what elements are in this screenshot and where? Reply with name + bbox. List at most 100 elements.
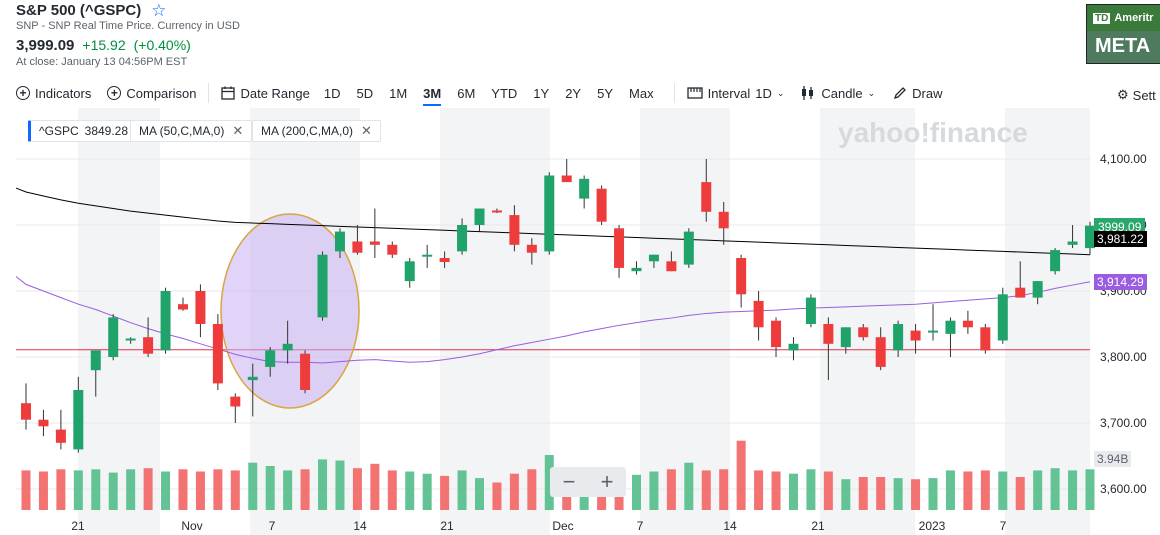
volume-bar — [754, 470, 764, 510]
range-3m[interactable]: 3M — [415, 80, 449, 106]
candle-body — [352, 241, 363, 253]
zoom-out-button[interactable]: − — [562, 469, 576, 494]
candle-body — [805, 297, 816, 324]
volume-bar — [527, 469, 537, 510]
volume-bar — [108, 472, 118, 510]
volume-bar — [1050, 468, 1060, 510]
range-1m[interactable]: 1M — [389, 85, 408, 101]
page-title: S&P 500 (^GSPC) — [16, 1, 142, 19]
candle-body — [718, 211, 729, 229]
candle-body — [491, 210, 502, 213]
candle-body — [125, 338, 136, 341]
volume-bar — [1015, 477, 1025, 510]
legend-ma50[interactable]: MA (50,C,MA,0) ✕ — [130, 120, 253, 142]
settings-button[interactable]: ⚙ Sett — [1117, 87, 1156, 103]
range-1y[interactable]: 1Y — [533, 85, 550, 101]
range-5d[interactable]: 5D — [356, 85, 374, 101]
close-time: At close: January 13 04:56PM EST — [16, 56, 188, 68]
volume-tag: 3.94B — [1094, 451, 1132, 467]
volume-bar — [405, 471, 415, 510]
week-band — [78, 108, 160, 535]
candle-body — [893, 324, 904, 351]
volume-bar — [91, 469, 101, 510]
range-5y[interactable]: 5Y — [597, 85, 614, 101]
range-max[interactable]: Max — [629, 85, 654, 101]
interval-button[interactable]: Interval 1D ⌄ — [686, 86, 784, 101]
legend-ma200[interactable]: MA (200,C,MA,0) ✕ — [252, 120, 381, 142]
candle-body — [753, 300, 764, 328]
quote-subtitle: SNP - SNP Real Time Price. Currency in U… — [16, 20, 240, 32]
volume-bar — [876, 477, 886, 510]
range-2y[interactable]: 2Y — [565, 85, 582, 101]
candle-body — [73, 390, 84, 450]
x-tick-label: 21 — [811, 519, 825, 533]
range-1d[interactable]: 1D — [323, 85, 341, 101]
volume-bar — [998, 471, 1008, 510]
candle-body — [143, 337, 154, 354]
close-icon[interactable]: ✕ — [232, 123, 244, 138]
plus-circle-icon: + — [107, 86, 122, 100]
volume-bar — [509, 473, 519, 510]
close-icon[interactable]: ✕ — [361, 123, 372, 138]
legend-symbol: ^GSPC — [39, 124, 79, 138]
volume-bar — [56, 469, 66, 510]
y-tick-label: 3,700.00 — [1100, 416, 1147, 430]
chart-type-label: Candle — [821, 85, 863, 101]
volume-bar — [492, 482, 502, 510]
volume-bar — [858, 477, 868, 510]
volume-bar — [893, 478, 903, 510]
volume-bar — [771, 471, 781, 510]
range-ytd[interactable]: YTD — [491, 85, 518, 101]
x-tick-label: Nov — [181, 519, 202, 533]
volume-bar — [318, 459, 328, 510]
volume-bar — [73, 470, 83, 510]
range-6m[interactable]: 6M — [457, 85, 476, 101]
x-tick-label: 21 — [71, 519, 85, 533]
volume-bar — [1068, 470, 1078, 510]
legend-gspc[interactable]: ^GSPC 3849.28 — [28, 120, 138, 142]
candle-body — [945, 320, 956, 334]
yahoo-finance-watermark: yahoo!finance — [838, 117, 1028, 148]
week-band — [440, 108, 550, 535]
volume-bar — [161, 471, 171, 510]
price-chart[interactable]: 3,600.003,700.003,800.003,900.004,000.00… — [0, 108, 1160, 535]
candle-icon — [802, 86, 814, 100]
volume-bar — [38, 471, 48, 510]
candle-body — [962, 320, 973, 328]
star-icon[interactable]: ☆ — [151, 0, 167, 20]
comparison-label: Comparison — [126, 85, 197, 101]
comparison-button[interactable]: + Comparison — [107, 86, 196, 101]
volume-bar — [457, 470, 467, 510]
chart-type-button[interactable]: Candle ⌄ — [800, 85, 875, 101]
volume-bar — [788, 473, 798, 510]
volume-bar — [1085, 469, 1095, 510]
pencil-icon — [894, 87, 907, 100]
volume-bar — [1033, 470, 1043, 510]
volume-bar — [911, 479, 921, 510]
zoom-in-button[interactable]: + — [600, 469, 614, 494]
date-range-button[interactable]: Date Range — [221, 86, 310, 101]
volume-bar — [265, 466, 275, 510]
indicators-button[interactable]: + Indicators — [16, 86, 91, 101]
volume-bar — [213, 469, 223, 510]
candle-body — [230, 396, 241, 407]
zoom-controls: − + — [550, 467, 626, 497]
candle-body — [265, 350, 276, 367]
candle-body — [648, 254, 659, 262]
week-band — [1005, 108, 1090, 535]
y-tick-label: 4,100.00 — [1100, 152, 1147, 166]
gear-icon: ⚙ — [1117, 87, 1129, 102]
volume-bar — [544, 455, 554, 510]
candle-body — [614, 228, 625, 268]
volume-bar — [736, 440, 746, 510]
promo-ad[interactable]: TD Ameritr META — [1086, 4, 1160, 64]
volume-bar — [422, 473, 432, 510]
x-tick-label: 7 — [637, 519, 644, 533]
candle-body — [38, 419, 49, 427]
candle-body — [596, 188, 607, 222]
ma50-tag: 3,914.29 — [1094, 273, 1147, 290]
candle-body — [334, 231, 345, 252]
volume-bar — [352, 468, 362, 510]
divider — [208, 83, 210, 103]
draw-button[interactable]: Draw — [893, 86, 942, 101]
